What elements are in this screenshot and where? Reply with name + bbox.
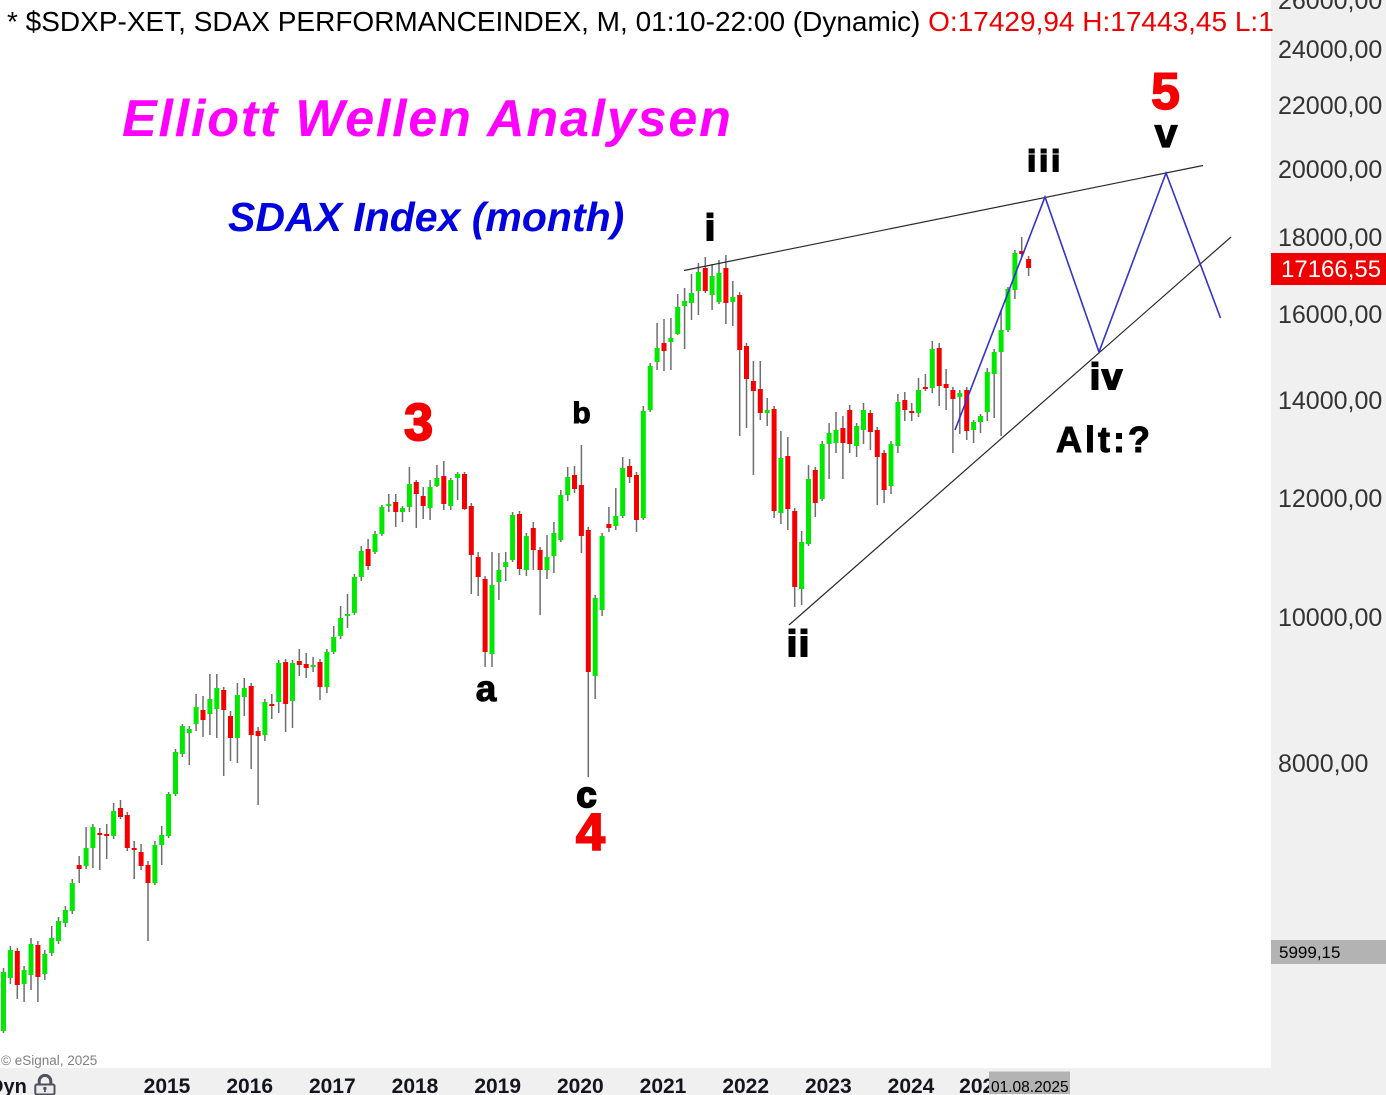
svg-text:ii: ii — [787, 623, 811, 664]
svg-text:v: v — [1155, 110, 1178, 156]
svg-text:2015: 2015 — [144, 1075, 191, 1095]
svg-text:2020: 2020 — [557, 1075, 604, 1095]
svg-text:26000,00: 26000,00 — [1278, 0, 1382, 15]
svg-text:3: 3 — [404, 394, 433, 452]
svg-text:2023: 2023 — [805, 1075, 852, 1095]
svg-text:5: 5 — [1151, 63, 1180, 121]
svg-text:12000,00: 12000,00 — [1278, 485, 1382, 513]
svg-text:2017: 2017 — [309, 1075, 356, 1095]
svg-text:SDAX Index (month): SDAX Index (month) — [228, 194, 624, 240]
svg-text:22000,00: 22000,00 — [1278, 92, 1382, 120]
svg-text:14000,00: 14000,00 — [1278, 387, 1382, 415]
svg-text:* $SDXP-XET, SDAX PERFORMANCEI: * $SDXP-XET, SDAX PERFORMANCEINDEX, M, 0… — [7, 6, 1274, 37]
svg-text:2021: 2021 — [640, 1075, 687, 1095]
svg-text:iii: iii — [1027, 145, 1063, 178]
svg-text:10000,00: 10000,00 — [1278, 604, 1382, 632]
svg-text:16000,00: 16000,00 — [1278, 301, 1382, 329]
svg-text:Dyn: Dyn — [0, 1076, 27, 1095]
svg-text:c: c — [576, 774, 596, 815]
svg-text:4: 4 — [576, 804, 605, 862]
svg-text:a: a — [476, 668, 497, 709]
svg-text:01.08.2025: 01.08.2025 — [991, 1079, 1069, 1095]
svg-text:24000,00: 24000,00 — [1278, 36, 1382, 64]
svg-text:18000,00: 18000,00 — [1278, 224, 1382, 252]
svg-text:8000,00: 8000,00 — [1278, 750, 1368, 778]
svg-text:i: i — [705, 207, 717, 248]
svg-text:b: b — [572, 397, 590, 430]
svg-text:5999,15: 5999,15 — [1279, 943, 1340, 962]
svg-text:2018: 2018 — [392, 1075, 439, 1095]
svg-text:2019: 2019 — [474, 1075, 521, 1095]
svg-text:iv: iv — [1090, 356, 1124, 397]
svg-text:2022: 2022 — [722, 1075, 769, 1095]
svg-text:20000,00: 20000,00 — [1278, 156, 1382, 184]
svg-text:© eSignal, 2025: © eSignal, 2025 — [1, 1053, 97, 1068]
svg-text:Elliott Wellen Analysen: Elliott Wellen Analysen — [122, 90, 733, 148]
svg-text:2016: 2016 — [226, 1075, 273, 1095]
svg-text:Alt:?: Alt:? — [1056, 419, 1153, 460]
svg-text:2024: 2024 — [888, 1075, 935, 1095]
svg-text:17166,55: 17166,55 — [1281, 256, 1381, 283]
